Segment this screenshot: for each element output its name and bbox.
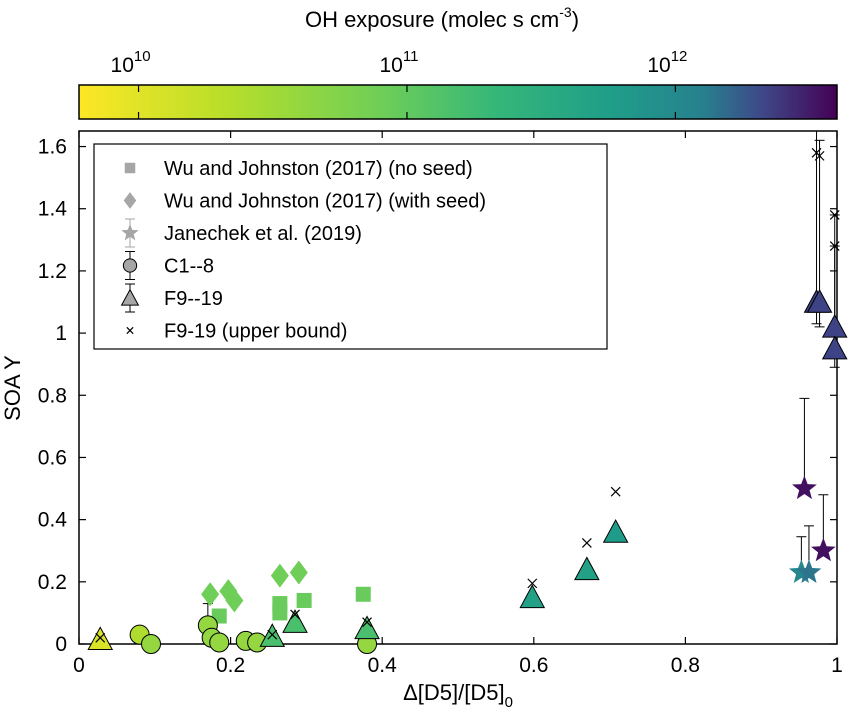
colorbar: OH exposure (molec s cm-3) 1010 1011 1012 — [78, 4, 838, 120]
square-marker — [355, 586, 371, 602]
x-marker — [814, 150, 825, 161]
x-tick-label: 1 — [831, 654, 843, 677]
y-tick-label: 1 — [55, 322, 67, 345]
diamond-marker — [225, 588, 244, 613]
legend-square-marker — [124, 162, 136, 174]
star-marker — [811, 537, 836, 562]
plot-frame — [78, 130, 838, 645]
colorbar-title: OH exposure (molec s cm-3) — [305, 4, 579, 32]
colorbar-ticks: 1010 1011 1012 — [111, 48, 687, 119]
legend-box — [93, 143, 608, 350]
colorbar-tick-label: 1011 — [380, 48, 419, 77]
legend-label: C1--8 — [164, 256, 214, 278]
legend-item: F9--19 — [120, 283, 223, 313]
x-tick-label: 0.4 — [368, 654, 398, 677]
y-tick-label: 0.4 — [38, 509, 68, 532]
x-marker — [829, 210, 840, 220]
x-marker — [267, 629, 278, 640]
colorbar-tick-label: 1012 — [647, 48, 687, 77]
x-stroke — [267, 629, 278, 640]
legend-label: F9--19 — [164, 288, 223, 310]
x-marker — [829, 241, 840, 251]
legend-circle-marker — [122, 258, 138, 273]
x-stroke — [362, 617, 372, 628]
x-axis-label: Δ[D5]/[D5]0 — [403, 680, 513, 711]
star-marker — [792, 475, 817, 500]
x-stroke — [610, 486, 621, 497]
x-stroke — [95, 632, 106, 643]
legend-item: C1--8 — [122, 251, 214, 280]
colorbar-tick-label: 1010 — [111, 48, 151, 77]
legend-label: F9-19 (upper bound) — [164, 321, 347, 343]
legend-x-marker — [126, 326, 134, 335]
y-axis-ticks: 0 0.2 0.4 0.6 0.8 1 1.2 1.4 1.6 — [38, 136, 837, 656]
data-marks — [87, 130, 848, 654]
diamond-marker — [201, 582, 220, 607]
legend-label: Janechek et al. (2019) — [164, 223, 362, 245]
y-axis-label: SOA Y — [0, 355, 25, 421]
legend-label: Wu and Johnston (2017) (with seed) — [164, 191, 486, 213]
x-axis-ticks: 0 0.2 0.4 0.6 0.8 1 — [73, 131, 843, 677]
x-tick-label: 0.8 — [671, 654, 700, 677]
triangle-marker — [574, 556, 600, 581]
x-marker — [610, 486, 621, 497]
legend-label: Wu and Johnston (2017) (no seed) — [164, 158, 473, 180]
circle-marker — [141, 634, 162, 654]
triangle-marker — [806, 288, 833, 313]
x-stroke — [814, 150, 825, 161]
y-tick-label: 1.2 — [38, 260, 67, 283]
triangle-marker — [821, 313, 848, 338]
triangle-marker — [519, 584, 546, 609]
x-stroke — [829, 210, 840, 220]
x-marker — [290, 609, 300, 620]
y-tick-label: 0.2 — [38, 571, 67, 594]
plot-axes: 0 0.2 0.4 0.6 0.8 1 0 0.2 0.4 0.6 0.8 1 1.2 1.4 1.6 Δ… — [0, 130, 843, 711]
x-tick-label: 0 — [73, 654, 85, 677]
x-tick-label: 0.6 — [519, 654, 548, 677]
diamond-marker — [289, 560, 308, 585]
legend-item: F9-19 (upper bound) — [126, 321, 347, 343]
legend-item: Wu and Johnston (2017) (no seed) — [124, 158, 473, 180]
triangle-marker — [821, 335, 848, 360]
triangle-marker — [602, 519, 629, 543]
y-tick-label: 1.6 — [38, 136, 67, 159]
x-stroke — [290, 609, 300, 620]
legend-star-marker — [121, 223, 139, 241]
x-stroke — [527, 578, 538, 589]
x-marker — [95, 632, 106, 643]
y-tick-label: 1.4 — [38, 198, 68, 221]
x-stroke — [829, 241, 840, 251]
legend-diamond-marker — [123, 192, 137, 209]
square-marker — [296, 592, 312, 608]
diamond-marker — [270, 563, 289, 588]
square-marker — [272, 596, 288, 612]
y-tick-label: 0.8 — [38, 384, 67, 407]
legend-triangle-marker — [120, 288, 140, 306]
x-stroke — [126, 326, 134, 335]
triangle-marker — [354, 615, 380, 640]
legend-items: Wu and Johnston (2017) (no seed) Wu and J… — [120, 158, 486, 343]
legend-item: Janechek et al. (2019) — [121, 218, 362, 248]
legend: Wu and Johnston (2017) (no seed) Wu and J… — [93, 143, 608, 350]
x-marker — [527, 578, 538, 589]
y-tick-label: 0.6 — [38, 446, 67, 469]
x-stroke — [581, 538, 592, 548]
colorbar-gradient — [78, 84, 838, 120]
x-marker — [581, 538, 592, 548]
x-tick-label: 0.2 — [216, 654, 245, 677]
circle-marker — [209, 632, 230, 653]
star-marker — [796, 559, 822, 583]
x-marker — [362, 617, 372, 628]
triangle-marker — [282, 609, 308, 633]
y-tick-label: 0 — [55, 633, 67, 656]
legend-item: Wu and Johnston (2017) (with seed) — [123, 191, 486, 213]
